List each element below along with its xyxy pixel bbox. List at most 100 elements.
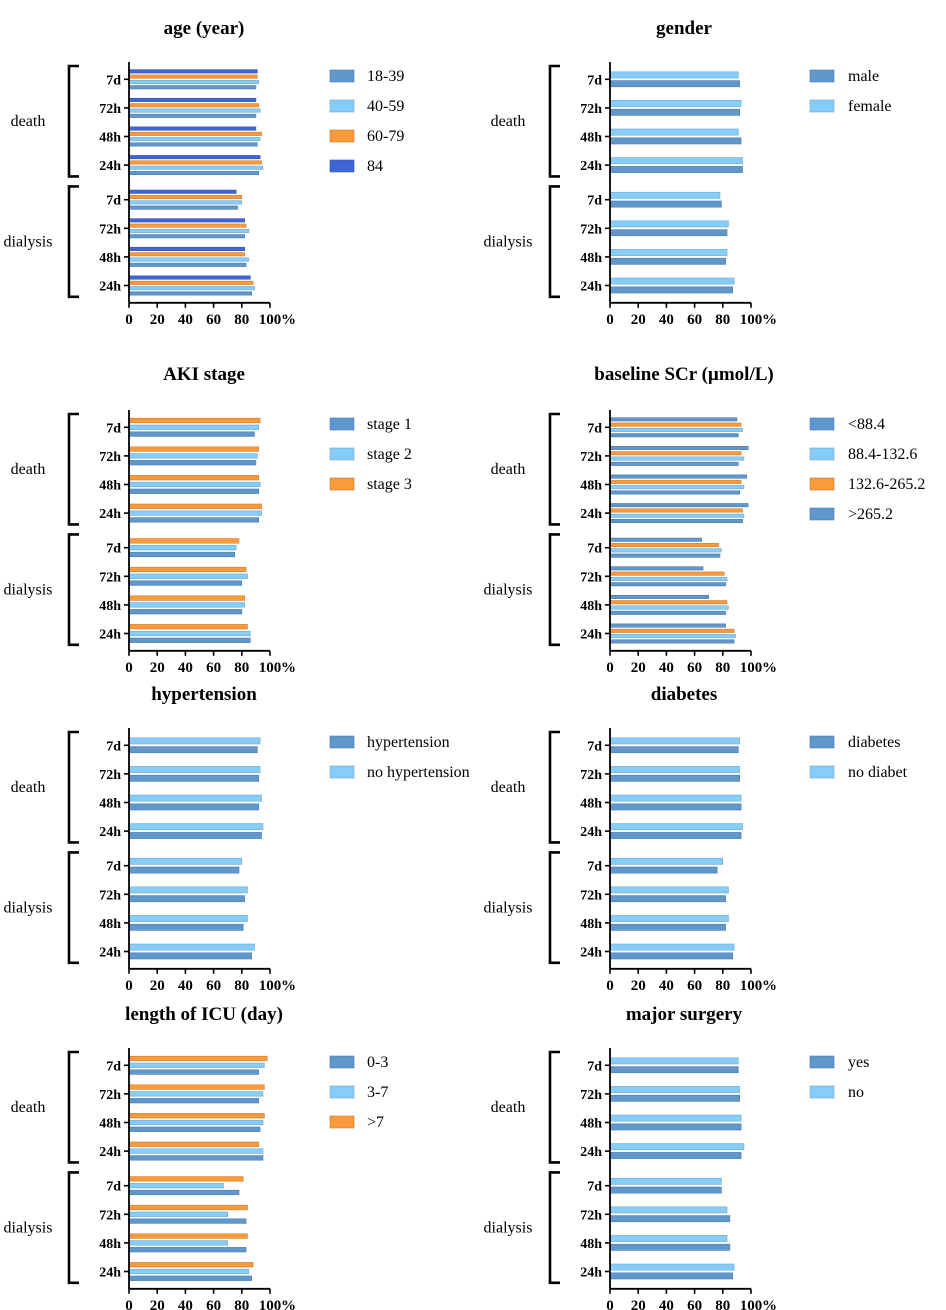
bar-dialysis-48h-s2 — [128, 595, 245, 601]
chart-title: major surgery — [626, 1004, 743, 1025]
category-label: 24h — [99, 159, 121, 174]
bar-dialysis-72h-s2 — [609, 571, 725, 576]
bar-death-48h-s1 — [609, 485, 745, 490]
bar-death-24h-s0 — [128, 1155, 264, 1161]
chart-panel-1: gender 7d 72h 48h 24h death 7d 72h 48h 24h dialysi… — [484, 18, 892, 328]
legend-swatch — [809, 765, 835, 779]
bar-death-24h-s0 — [128, 517, 260, 523]
bar-death-7d-s1 — [609, 427, 743, 432]
bar-dialysis-48h-s3 — [128, 246, 245, 251]
legend-swatch — [329, 1055, 355, 1069]
x-axis-unit: % — [762, 660, 777, 676]
category-label: 48h — [99, 251, 121, 266]
bar-death-7d-s0 — [609, 433, 739, 438]
legend-label: >7 — [367, 1114, 384, 1131]
group-bracket — [67, 185, 79, 299]
group-label: dialysis — [4, 234, 53, 251]
bar-dialysis-24h-s0 — [609, 1272, 733, 1280]
bar-dialysis-72h-s0 — [609, 1215, 731, 1223]
bar-death-72h-s0 — [609, 108, 741, 116]
legend-swatch — [329, 69, 355, 83]
bar-death-24h-s1 — [609, 513, 745, 518]
bar-dialysis-72h-s0 — [609, 229, 728, 237]
chart-title: baseline SCr (µmol/L) — [594, 364, 774, 385]
legend-label: female — [848, 98, 892, 115]
category-label: 48h — [580, 917, 602, 932]
bar-dialysis-24h-s1 — [609, 277, 735, 285]
bar-dialysis-72h-s0 — [128, 234, 245, 239]
x-axis-unit: % — [281, 978, 296, 994]
group-bracket — [548, 1050, 560, 1164]
legend-swatch — [809, 447, 835, 461]
bar-death-7d-s2 — [128, 417, 261, 424]
chart-panel-3: baseline SCr (µmol/L) 7d 72h 48h 24h death 7d 7… — [484, 364, 926, 676]
bar-dialysis-72h-s2 — [128, 1204, 248, 1211]
x-tick-label: 100 — [259, 978, 282, 994]
bar-dialysis-24h-s0 — [609, 286, 733, 294]
category-label: 7d — [106, 1059, 121, 1074]
legend-swatch — [329, 99, 355, 113]
x-tick-label: 100 — [740, 660, 763, 676]
bar-death-72h-s1 — [128, 766, 261, 773]
category-label: 48h — [580, 1117, 602, 1132]
bar-death-72h-s1 — [128, 453, 258, 459]
legend-swatch — [809, 477, 835, 491]
legend-swatch — [809, 507, 835, 521]
category-label: 7d — [587, 1059, 602, 1074]
bar-death-7d-s0 — [128, 746, 258, 754]
category-label: 48h — [99, 1237, 121, 1252]
bar-death-24h-s1 — [609, 823, 743, 831]
x-tick-label: 80 — [234, 660, 249, 676]
bar-death-24h-s3 — [609, 503, 749, 508]
category-label: 7d — [587, 542, 602, 557]
category-label: 72h — [99, 1088, 121, 1103]
bar-dialysis-48h-s3 — [609, 594, 709, 599]
legend-swatch — [329, 477, 355, 491]
x-tick-label: 80 — [715, 312, 730, 328]
bar-dialysis-72h-s1 — [609, 1206, 728, 1214]
group-label: dialysis — [484, 582, 533, 599]
bar-death-24h-s2 — [609, 508, 743, 513]
x-axis-unit: % — [762, 978, 777, 994]
bar-death-24h-s1 — [609, 157, 743, 165]
group-bracket — [67, 851, 79, 965]
group-label: dialysis — [484, 1220, 533, 1237]
chart-title: hypertension — [151, 684, 257, 705]
group-label: dialysis — [484, 234, 533, 251]
x-tick-label: 60 — [687, 312, 702, 328]
bar-death-7d-s0 — [128, 431, 255, 437]
x-tick-label: 40 — [659, 312, 674, 328]
bar-dialysis-7d-s0 — [609, 553, 721, 558]
x-tick-label: 80 — [715, 978, 730, 994]
group-bracket — [67, 1050, 79, 1164]
category-label: 72h — [99, 570, 121, 585]
x-tick-label: 40 — [178, 312, 193, 328]
group-label: death — [491, 461, 526, 478]
bar-death-48h-s1 — [609, 794, 742, 802]
bar-dialysis-7d-s3 — [128, 189, 237, 194]
category-label: 48h — [99, 917, 121, 932]
bar-dialysis-72h-s1 — [609, 886, 729, 894]
category-label: 7d — [587, 1180, 602, 1195]
group-bracket — [548, 412, 560, 526]
bar-death-24h-s0 — [128, 832, 262, 839]
bar-dialysis-7d-s0 — [128, 1189, 240, 1196]
bar-dialysis-7d-s1 — [128, 857, 243, 865]
legend-label: 18-39 — [367, 68, 404, 85]
category-label: 48h — [99, 797, 121, 812]
bar-dialysis-7d-s2 — [128, 195, 243, 200]
bar-dialysis-7d-s1 — [609, 191, 721, 199]
x-tick-label: 40 — [659, 978, 674, 994]
category-label: 24h — [580, 628, 602, 643]
x-tick-label: 20 — [150, 1298, 165, 1310]
group-bracket — [548, 730, 560, 844]
bar-death-72h-s2 — [609, 451, 742, 456]
bar-death-7d-s0 — [609, 746, 739, 754]
bar-death-48h-s1 — [128, 137, 261, 142]
legend-label: 0-3 — [367, 1054, 388, 1071]
bar-death-72h-s1 — [609, 456, 745, 461]
bar-death-7d-s2 — [128, 1055, 268, 1062]
x-tick-label: 80 — [715, 1298, 730, 1310]
bar-dialysis-48h-s2 — [128, 1233, 248, 1239]
x-tick-label: 0 — [606, 660, 614, 676]
